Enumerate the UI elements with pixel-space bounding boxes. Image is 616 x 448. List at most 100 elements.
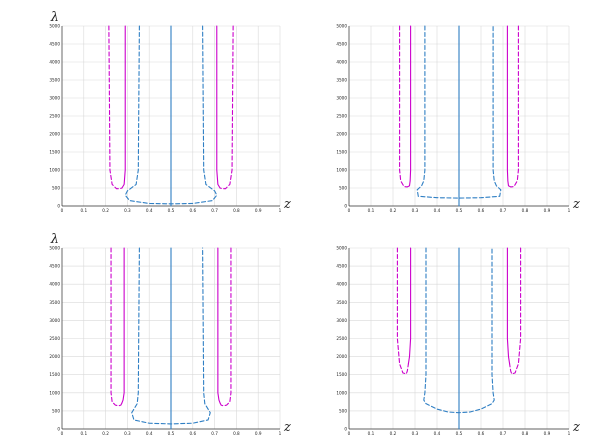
x-tick-label: 0.8 [522,431,529,436]
y-tick-label: 2000 [49,132,60,137]
x-tick-label: 0.9 [255,208,262,213]
y-axis-label: λ [50,10,59,25]
chart-panel-2: 0 0.1 0.2 0.3 0.4 0.5 0.6 0.7 0.8 0.9 1 0 500 1000 150… [336,24,580,214]
y-tick-label: 5000 [49,24,60,29]
x-tick-label: 0 [348,208,351,213]
series-line-blue-dashed [416,25,502,199]
y-tick-label: 4500 [336,264,347,269]
y-tick-label: 5000 [49,246,60,251]
x-tick-label: 0.2 [102,431,109,436]
x-tick-label: 0.1 [80,208,87,213]
x-tick-label: 0 [61,431,64,436]
y-tick-label: 1500 [49,372,60,377]
x-tick-label: 0.4 [146,431,153,436]
x-axis-label: z [572,197,580,212]
x-tick-label: 0.5 [456,431,463,436]
y-tick-label: 4000 [49,282,60,287]
y-tick-label: 3000 [336,96,347,101]
y-tick-label: 3500 [336,78,347,83]
series-line-magenta-solid [121,25,126,189]
x-tick-label: 0.2 [390,208,397,213]
y-tick-label: 0 [57,427,60,432]
series-line-magenta-solid [216,25,221,189]
series-line-magenta-solid [121,247,125,404]
y-tick-label: 2500 [336,114,347,119]
x-tick-label: 0.2 [102,208,109,213]
x-tick-label: 0.5 [456,208,463,213]
series-line-magenta-dashed [108,25,123,190]
y-tick-label: 0 [57,204,60,209]
y-tick-label: 1500 [336,150,347,155]
series-line-magenta-solid [408,25,412,187]
x-tick-label: 0.7 [500,431,507,436]
y-tick-label: 2500 [49,336,60,341]
y-tick-label: 500 [339,408,347,413]
x-tick-label: 0.9 [255,431,262,436]
y-tick-label: 3000 [49,96,60,101]
x-tick-label: 1 [279,208,282,213]
y-tick-label: 3000 [336,318,347,323]
y-tick-label: 5000 [336,246,347,251]
x-axis-label: z [283,197,291,212]
y-tick-label: 4500 [49,42,60,47]
x-tick-label: 1 [568,431,571,436]
series-line-magenta-solid [217,247,221,404]
series-line-magenta-solid [506,25,510,187]
x-tick-label: 0.7 [211,208,218,213]
chart-panel-1: 0 0.1 0.2 0.3 0.4 0.5 0.6 0.7 0.8 0.9 1 0 500 1000 150… [49,10,291,213]
y-tick-label: 4000 [49,60,60,65]
y-tick-label: 500 [52,408,60,413]
x-tick-label: 0.3 [412,431,419,436]
series-line-magenta-dashed [219,247,232,407]
x-axis-label: z [572,420,580,435]
y-tick-label: 1000 [49,390,60,395]
y-tick-label: 3500 [336,300,347,305]
y-tick-label: 4500 [336,42,347,47]
x-tick-label: 0 [61,208,64,213]
y-tick-label: 3500 [49,78,60,83]
series-line-magenta-dashed [219,25,234,190]
x-tick-label: 0.4 [434,431,441,436]
chart-panel-4: 0 0.1 0.2 0.3 0.4 0.5 0.6 0.7 0.8 0.9 1 0 500 1000 150… [336,246,580,437]
x-tick-label: 0.6 [189,431,196,436]
x-tick-label: 0.4 [146,208,153,213]
y-tick-label: 500 [52,186,60,191]
x-tick-label: 0 [348,431,351,436]
y-tick-label: 4000 [336,282,347,287]
x-tick-label: 0.7 [211,431,218,436]
x-tick-label: 0.9 [544,431,551,436]
x-tick-label: 0.3 [124,431,131,436]
x-tick-label: 1 [279,431,282,436]
y-tick-label: 4500 [49,264,60,269]
x-tick-label: 0.7 [500,208,507,213]
x-tick-label: 0.3 [124,208,131,213]
x-tick-label: 0.2 [390,431,397,436]
y-tick-label: 3500 [49,300,60,305]
y-tick-label: 1000 [336,168,347,173]
y-tick-label: 2500 [336,336,347,341]
y-tick-label: 0 [344,204,347,209]
y-tick-label: 2000 [49,354,60,359]
y-tick-label: 1500 [49,150,60,155]
series-line-magenta-solid [407,247,412,365]
x-tick-label: 0.9 [544,208,551,213]
y-tick-label: 1000 [336,390,347,395]
x-tick-label: 0.6 [478,431,485,436]
x-tick-label: 1 [568,208,571,213]
x-axis-label: z [283,420,291,435]
y-tick-label: 1500 [336,372,347,377]
x-tick-label: 0.4 [434,208,441,213]
series-line-magenta-dashed [110,247,123,407]
series-line-magenta-dashed [399,25,411,188]
y-tick-label: 1000 [49,168,60,173]
series-line-magenta-solid [506,247,511,365]
x-tick-label: 0.8 [522,208,529,213]
x-tick-label: 0.1 [80,431,87,436]
x-tick-label: 0.6 [478,208,485,213]
y-tick-label: 5000 [336,24,347,29]
series-line-magenta-dashed [509,247,522,375]
series-line-magenta-dashed [507,25,519,188]
x-tick-label: 0.5 [168,208,175,213]
y-tick-label: 4000 [336,60,347,65]
